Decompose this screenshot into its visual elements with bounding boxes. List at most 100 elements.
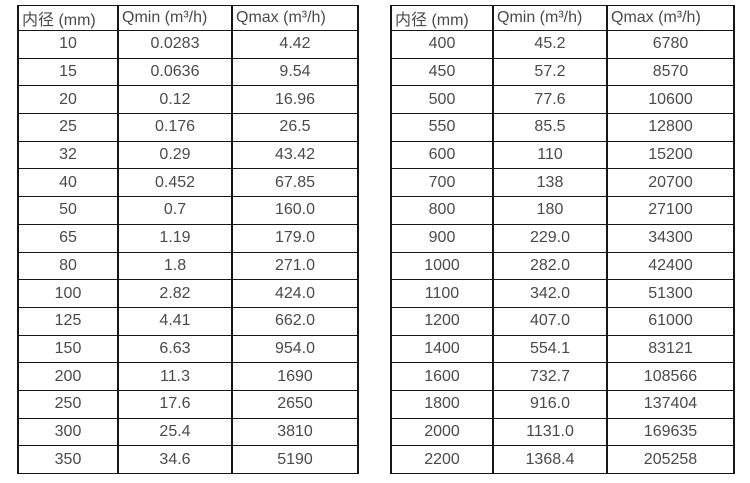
flow-rate-table-2: 内径 (mm) Qmin (m³/h) Qmax (m³/h) 400 45.2 6…: [390, 5, 735, 474]
table-row: 450 57.2 8570: [390, 57, 735, 87]
cell-diameter: 700: [390, 168, 494, 198]
cell-qmin: 138: [492, 168, 608, 198]
cell-diameter: 550: [390, 113, 494, 142]
table-row: 900 229.0 34300: [390, 223, 735, 253]
cell-qmax: 3810: [231, 417, 359, 447]
cell-diameter: 350: [17, 445, 119, 474]
cell-qmax: 1690: [231, 362, 359, 391]
cell-qmin: 0.176: [117, 113, 233, 142]
cell-qmin: 229.0: [492, 223, 608, 253]
cell-diameter: 800: [390, 196, 494, 225]
cell-qmax: 83121: [606, 334, 735, 364]
column-header-diameter: 内径 (mm): [17, 5, 119, 31]
cell-diameter: 1200: [390, 306, 494, 336]
flow-rate-table-1: 内径 (mm) Qmin (m³/h) Qmax (m³/h) 10 0.0283…: [17, 5, 359, 474]
cell-diameter: 150: [17, 334, 119, 364]
cell-diameter: 10: [17, 30, 119, 59]
cell-qmax: 20700: [606, 168, 735, 198]
cell-diameter: 50: [17, 196, 119, 225]
cell-qmin: 2.82: [117, 279, 233, 308]
column-header-qmax: Qmax (m³/h): [231, 5, 359, 31]
cell-qmin: 0.12: [117, 85, 233, 115]
cell-diameter: 32: [17, 140, 119, 170]
cell-qmax: 42400: [606, 251, 735, 281]
table-row: 400 45.2 6780: [390, 30, 735, 59]
table-row: 40 0.452 67.85: [17, 168, 359, 198]
cell-qmin: 6.63: [117, 334, 233, 364]
cell-qmax: 51300: [606, 279, 735, 308]
flow-table-small-diameters: 内径 (mm) Qmin (m³/h) Qmax (m³/h) 10 0.0283…: [17, 5, 359, 474]
cell-qmin: 34.6: [117, 445, 233, 474]
cell-diameter: 65: [17, 223, 119, 253]
cell-qmax: 954.0: [231, 334, 359, 364]
cell-qmin: 732.7: [492, 362, 608, 391]
table-row: 1600 732.7 108566: [390, 362, 735, 391]
cell-diameter: 450: [390, 57, 494, 87]
cell-diameter: 15: [17, 57, 119, 87]
cell-diameter: 25: [17, 113, 119, 142]
cell-diameter: 2000: [390, 417, 494, 447]
cell-qmax: 662.0: [231, 306, 359, 336]
cell-diameter: 100: [17, 279, 119, 308]
cell-qmin: 25.4: [117, 417, 233, 447]
table-row: 20 0.12 16.96: [17, 85, 359, 115]
cell-qmax: 26.5: [231, 113, 359, 142]
column-header-diameter: 内径 (mm): [390, 5, 494, 31]
cell-qmax: 61000: [606, 306, 735, 336]
table-row: 500 77.6 10600: [390, 85, 735, 115]
cell-diameter: 500: [390, 85, 494, 115]
table-row: 350 34.6 5190: [17, 445, 359, 474]
cell-diameter: 250: [17, 389, 119, 419]
cell-diameter: 900: [390, 223, 494, 253]
cell-qmax: 34300: [606, 223, 735, 253]
table-row: 1100 342.0 51300: [390, 279, 735, 308]
cell-qmin: 45.2: [492, 30, 608, 59]
cell-qmax: 10600: [606, 85, 735, 115]
cell-qmax: 43.42: [231, 140, 359, 170]
cell-diameter: 125: [17, 306, 119, 336]
table-row: 65 1.19 179.0: [17, 223, 359, 253]
cell-qmax: 137404: [606, 389, 735, 419]
cell-qmax: 27100: [606, 196, 735, 225]
cell-qmin: 0.29: [117, 140, 233, 170]
cell-diameter: 1000: [390, 251, 494, 281]
table-row: 50 0.7 160.0: [17, 196, 359, 225]
cell-qmax: 12800: [606, 113, 735, 142]
table-row: 300 25.4 3810: [17, 417, 359, 447]
cell-diameter: 20: [17, 85, 119, 115]
cell-qmax: 2650: [231, 389, 359, 419]
cell-diameter: 400: [390, 30, 494, 59]
column-header-qmin: Qmin (m³/h): [492, 5, 608, 31]
table-row: 1000 282.0 42400: [390, 251, 735, 281]
cell-diameter: 1400: [390, 334, 494, 364]
cell-diameter: 40: [17, 168, 119, 198]
cell-qmin: 0.0636: [117, 57, 233, 87]
cell-qmin: 554.1: [492, 334, 608, 364]
table-row: 1200 407.0 61000: [390, 306, 735, 336]
table-row: 80 1.8 271.0: [17, 251, 359, 281]
table-row: 100 2.82 424.0: [17, 279, 359, 308]
table-row: 125 4.41 662.0: [17, 306, 359, 336]
cell-qmax: 108566: [606, 362, 735, 391]
cell-qmax: 16.96: [231, 85, 359, 115]
cell-diameter: 200: [17, 362, 119, 391]
cell-qmin: 0.7: [117, 196, 233, 225]
table-row: 550 85.5 12800: [390, 113, 735, 142]
cell-qmax: 271.0: [231, 251, 359, 281]
table-row: 32 0.29 43.42: [17, 140, 359, 170]
cell-qmax: 4.42: [231, 30, 359, 59]
cell-qmax: 6780: [606, 30, 735, 59]
table-row: 15 0.0636 9.54: [17, 57, 359, 87]
cell-diameter: 1600: [390, 362, 494, 391]
cell-qmin: 1.19: [117, 223, 233, 253]
column-header-qmax: Qmax (m³/h): [606, 5, 735, 31]
cell-qmax: 179.0: [231, 223, 359, 253]
cell-qmin: 282.0: [492, 251, 608, 281]
cell-qmin: 11.3: [117, 362, 233, 391]
cell-diameter: 2200: [390, 445, 494, 474]
table-row: 2200 1368.4 205258: [390, 445, 735, 474]
cell-diameter: 1100: [390, 279, 494, 308]
cell-qmax: 5190: [231, 445, 359, 474]
cell-qmin: 1131.0: [492, 417, 608, 447]
cell-qmin: 77.6: [492, 85, 608, 115]
